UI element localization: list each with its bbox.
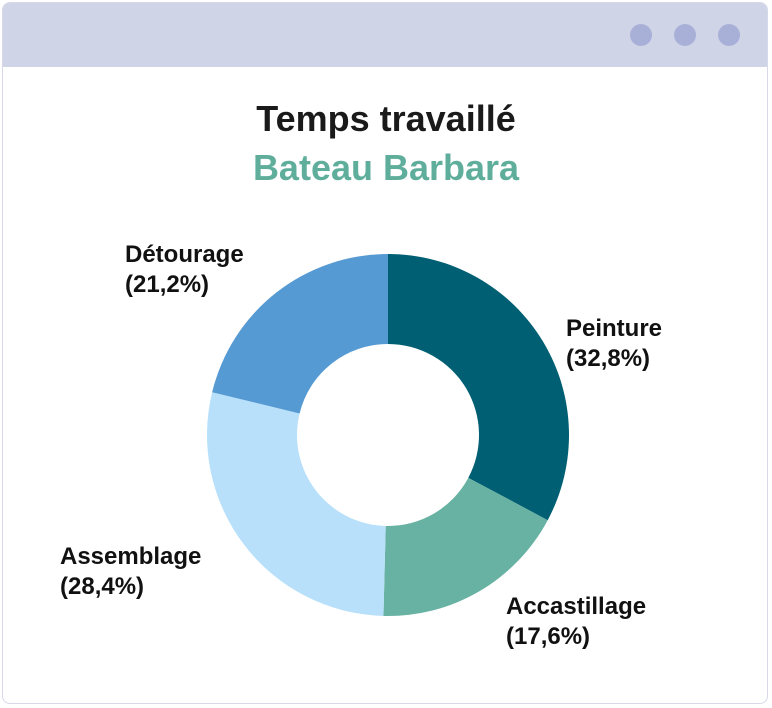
slice-peinture (388, 254, 570, 521)
slice-label: Assemblage (60, 543, 201, 570)
slice-detourage (212, 254, 388, 414)
slice-label: Peinture (566, 315, 662, 342)
slice-accastillage (383, 477, 548, 616)
chart-title: Temps travaillé (256, 98, 516, 139)
slice-value-label: (28,4%) (60, 573, 144, 600)
window-titlebar (3, 3, 767, 67)
slice-label: Accastillage (506, 593, 646, 620)
slice-value-label: (17,6%) (506, 623, 590, 650)
chart-subtitle: Bateau Barbara (252, 147, 520, 188)
window-dot-1[interactable] (630, 24, 652, 46)
slice-value-label: (21,2%) (125, 271, 209, 298)
slice-label: Détourage (125, 241, 244, 268)
window-dot-2[interactable] (674, 24, 696, 46)
slice-value-label: (32,8%) (566, 345, 650, 372)
slice-assemblage (207, 392, 386, 616)
window-dot-3[interactable] (718, 24, 740, 46)
